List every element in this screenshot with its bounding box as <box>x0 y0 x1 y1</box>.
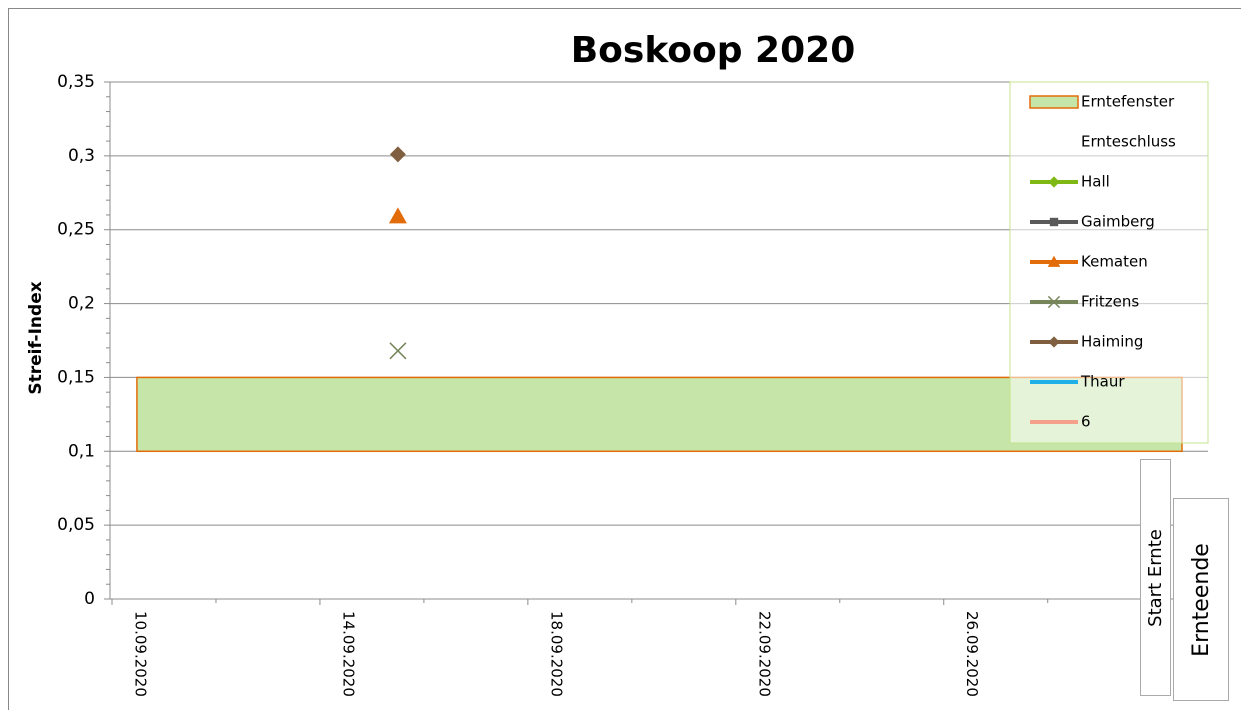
annotation-box <box>1173 498 1229 701</box>
marker <box>388 207 407 224</box>
marker <box>389 146 406 163</box>
x-tick-label: 14.09.2020 <box>339 611 357 697</box>
y-tick-label: 0,25 <box>57 220 95 240</box>
y-tick-label: 0,2 <box>68 294 95 314</box>
y-tick-label: 0,05 <box>57 515 95 535</box>
y-tick-label: 0,15 <box>57 367 95 387</box>
legend-label: Thaur <box>1080 373 1125 391</box>
x-tick-label: 22.09.2020 <box>755 611 773 697</box>
legend: Erntefenster Ernteschluss Hall Gaimberg Kema… <box>1009 81 1209 444</box>
annotation-box <box>1140 459 1171 696</box>
y-tick-label: 0,35 <box>57 72 95 92</box>
y-tick-label: 0,1 <box>68 441 95 461</box>
marker <box>1047 255 1061 267</box>
marker <box>1047 295 1061 309</box>
legend-label: Haiming <box>1081 333 1143 351</box>
x-tick-label: 18.09.2020 <box>547 611 565 697</box>
marker <box>1049 217 1059 227</box>
chart-title: Boskoop 2020 <box>571 30 856 71</box>
legend-label: Ernteschluss <box>1081 133 1176 151</box>
legend-label: Hall <box>1081 173 1110 191</box>
y-axis-label: Streif-Index <box>26 281 46 394</box>
marker <box>1048 176 1060 188</box>
harvest-window <box>136 376 1183 453</box>
legend-label: 6 <box>1081 413 1091 431</box>
legend-label: Fritzens <box>1081 293 1139 311</box>
legend-label: Kematen <box>1081 253 1148 271</box>
chart-frame <box>8 8 1241 710</box>
x-tick-label: 26.09.2020 <box>963 611 981 697</box>
legend-label: Erntefenster <box>1081 93 1175 111</box>
x-tick-label: 10.09.2020 <box>132 611 150 697</box>
marker <box>389 342 407 360</box>
annotation: Start Ernte <box>1145 529 1166 627</box>
y-tick-label: 0 <box>84 589 95 609</box>
legend-swatch <box>1029 95 1079 109</box>
legend-label: Gaimberg <box>1081 213 1155 231</box>
annotation: Ernteende <box>1189 543 1214 657</box>
marker <box>1048 336 1060 348</box>
y-tick-label: 0,3 <box>68 146 95 166</box>
